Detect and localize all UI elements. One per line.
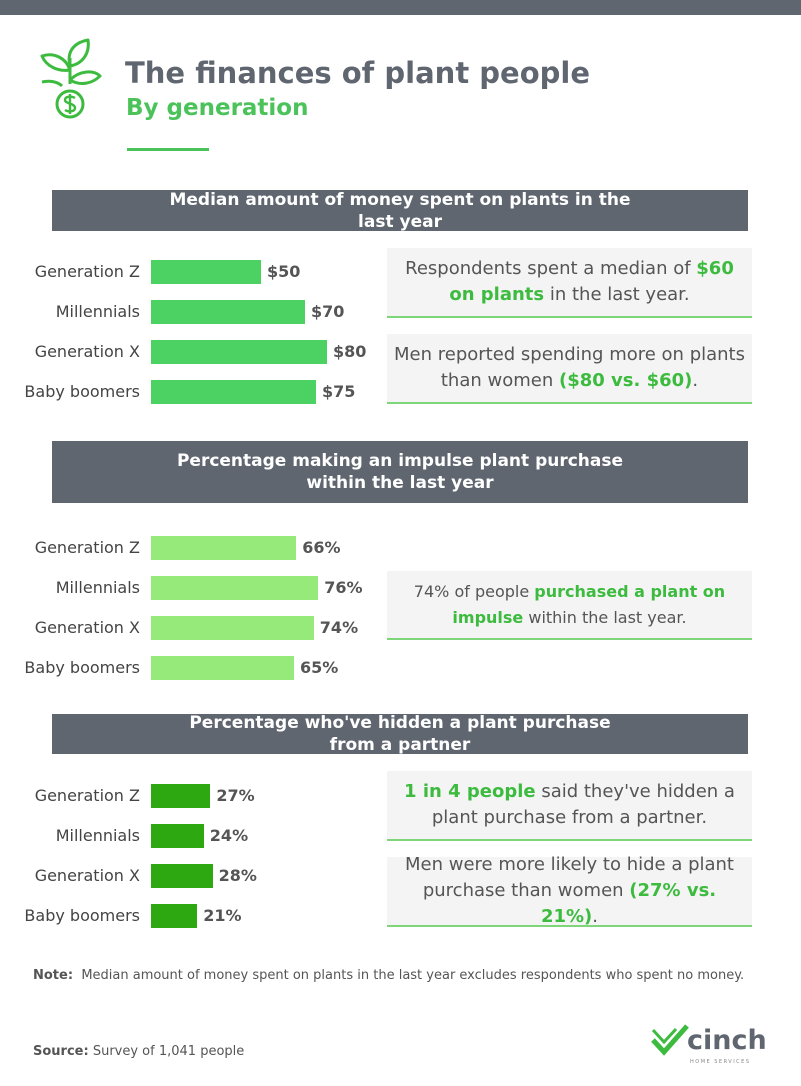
title-underline [127, 148, 209, 151]
source: Source: Survey of 1,041 people [33, 1044, 244, 1059]
value-label: 28% [218, 866, 257, 885]
value-label: 21% [203, 906, 242, 925]
top-bar [0, 0, 801, 15]
category-label: Baby boomers [24, 906, 140, 925]
bar [151, 536, 297, 560]
title: The finances of plant people [125, 56, 590, 90]
section-header: Percentage who've hidden a plant purchas… [52, 713, 748, 755]
category-label: Generation Z [34, 262, 140, 281]
note: Note: Median amount of money spent on pl… [33, 967, 753, 985]
bar [151, 260, 261, 284]
callout: Men reported spending more on plants tha… [387, 334, 752, 404]
bar [151, 656, 294, 680]
category-label: Baby boomers [24, 658, 140, 677]
callout-part: Men were more likely to hide a plant pur… [404, 854, 734, 901]
bar [151, 824, 204, 848]
value-label: $80 [333, 342, 367, 361]
callout: Respondents spent a median of $60 on pla… [387, 248, 752, 318]
callout-part: . [692, 370, 699, 391]
callout-part: Men reported spending more on plants tha… [394, 344, 745, 391]
note-text: Median amount of money spent on plants i… [81, 968, 745, 983]
bar [151, 616, 314, 640]
callout-part: . [592, 906, 599, 927]
section-title: Percentage making an impulse plant purch… [176, 451, 624, 493]
bar [151, 576, 319, 600]
callout-part: purchased a plant on impulse [452, 581, 726, 627]
logo-tagline: HOME SERVICES [690, 1059, 751, 1065]
callout-text: 74% of people purchased a plant on impul… [393, 579, 746, 631]
callout-part: (27% vs. 21%) [540, 880, 717, 927]
category-label: Baby boomers [24, 382, 140, 401]
callout: Men were more likely to hide a plant pur… [387, 854, 752, 927]
callout-part: 74% of people [413, 581, 535, 601]
source-text: Survey of 1,041 people [92, 1044, 245, 1059]
value-label: 76% [324, 578, 363, 597]
section-title: Percentage who've hidden a plant purchas… [189, 713, 611, 755]
bar [151, 340, 327, 364]
callout-part: within the last year. [523, 607, 687, 627]
value-label: 74% [319, 618, 359, 637]
source-label: Source: [33, 1044, 89, 1059]
subtitle: By generation [126, 95, 309, 121]
plant-icon [40, 38, 102, 119]
callout-text: Men reported spending more on plants tha… [393, 342, 746, 394]
callout-part: said they've hidden a plant purchase fro… [431, 781, 735, 828]
callout-part: in the last year. [544, 284, 690, 305]
callout-part: Respondents spent a median of [405, 258, 697, 279]
bar [151, 904, 198, 928]
callout-part: ($80 vs. $60) [558, 370, 693, 391]
bar [151, 784, 211, 808]
value-label: 65% [300, 658, 339, 677]
logo-mark [651, 1024, 689, 1056]
value-label: 27% [216, 786, 255, 805]
section-header: Median amount of money spent on plants i… [52, 189, 748, 232]
category-label: Millennials [55, 578, 140, 597]
bar [151, 380, 316, 404]
value-label: 24% [209, 826, 249, 845]
callout: 74% of people purchased a plant on impul… [387, 571, 752, 640]
category-label: Millennials [55, 826, 140, 845]
bar [151, 864, 213, 888]
callout-text: 1 in 4 people said they've hidden a plan… [393, 779, 746, 831]
callout-part: 1 in 4 people [404, 781, 536, 802]
value-label: $70 [311, 302, 345, 321]
value-label: $75 [322, 382, 356, 401]
section-header: Percentage making an impulse plant purch… [52, 441, 748, 503]
value-label: $50 [267, 262, 301, 281]
note-label: Note: [33, 968, 74, 983]
category-label: Generation X [34, 342, 140, 361]
category-label: Generation X [34, 866, 140, 885]
section-title: Median amount of money spent on plants i… [169, 189, 631, 232]
callout-text: Men were more likely to hide a plant pur… [393, 852, 746, 930]
callout: 1 in 4 people said they've hidden a plan… [387, 771, 752, 841]
callout-text: Respondents spent a median of $60 on pla… [393, 256, 746, 308]
category-label: Generation Z [34, 786, 140, 805]
callout-part: $60 on plants [449, 258, 734, 305]
category-label: Generation X [34, 618, 140, 637]
category-label: Millennials [55, 302, 140, 321]
bar [151, 300, 305, 324]
category-label: Generation Z [34, 538, 140, 557]
value-label: 66% [302, 538, 341, 557]
logo-name: cinch [687, 1025, 767, 1056]
